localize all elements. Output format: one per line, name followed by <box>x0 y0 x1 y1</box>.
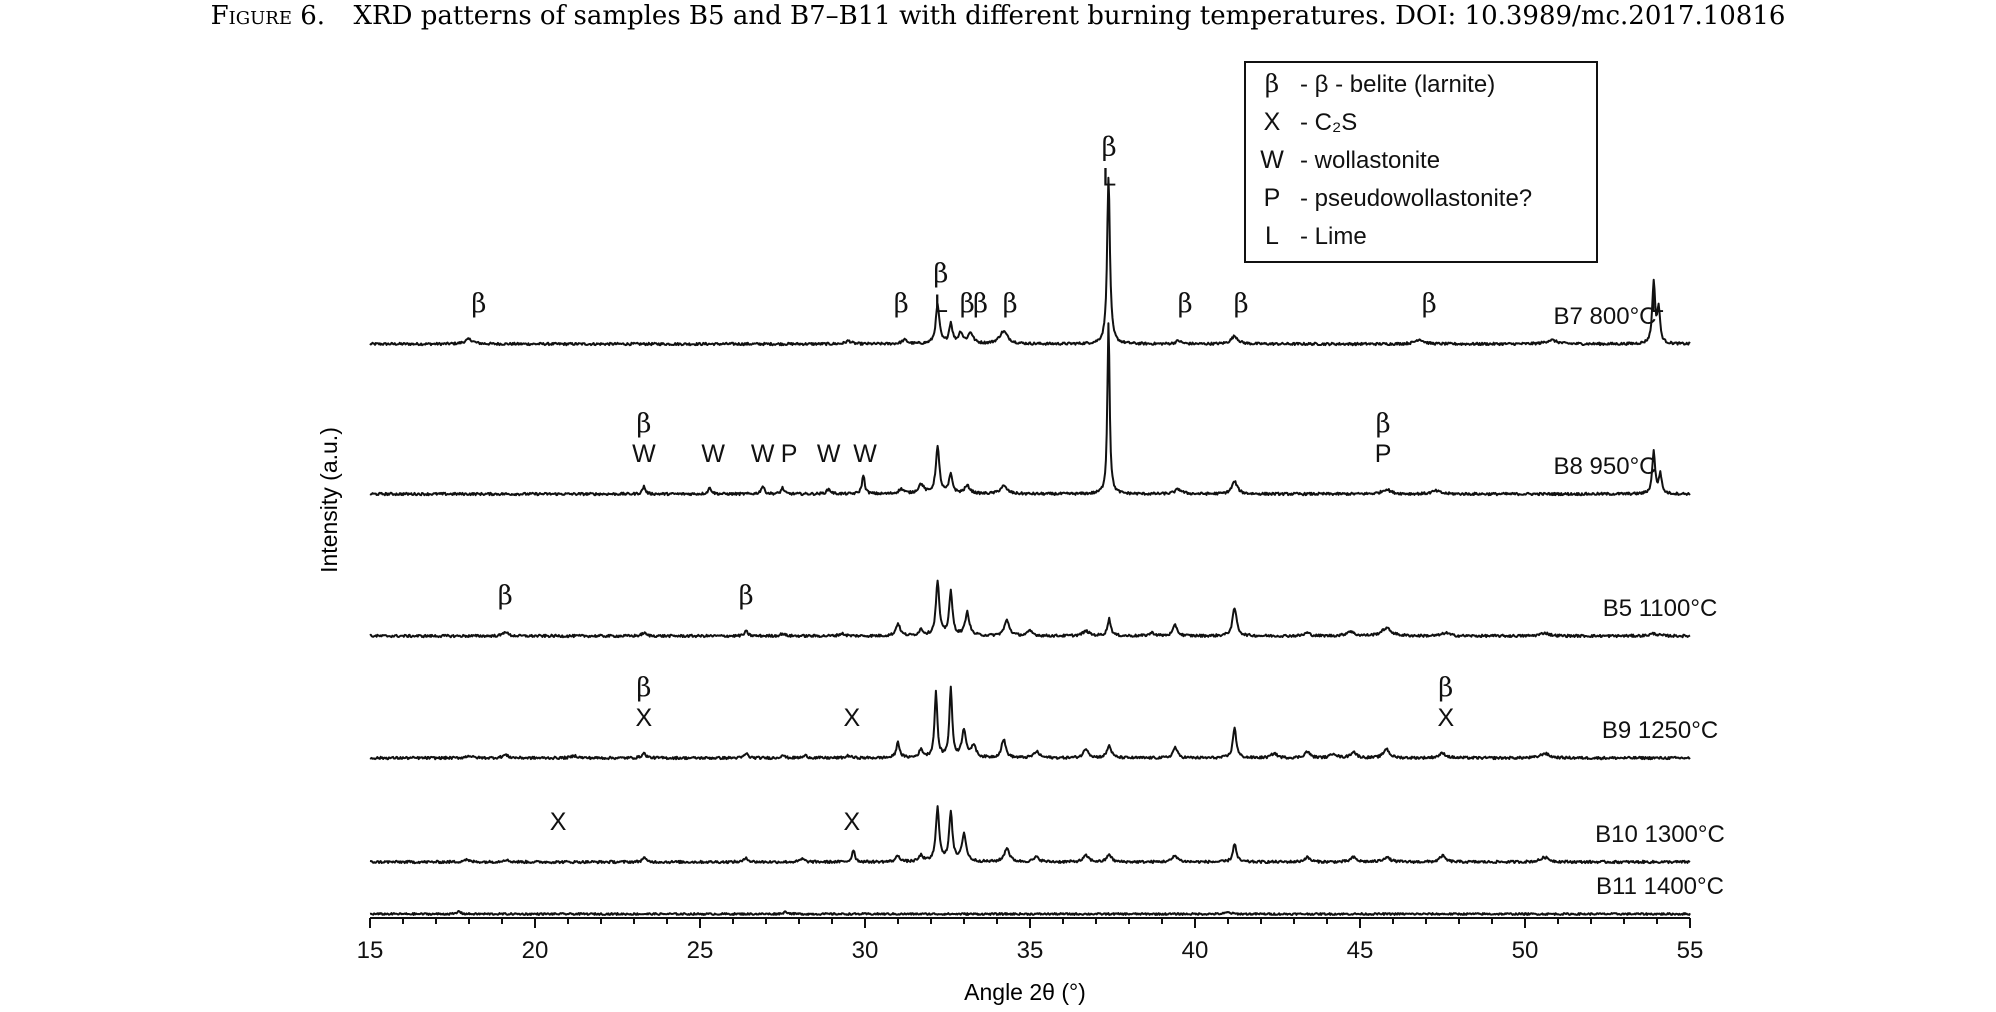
peak-label: β <box>894 289 909 319</box>
x-tick-label: 25 <box>687 937 714 964</box>
y-axis-label: Intensity (a.u.) <box>316 427 342 573</box>
x-tick-label: 40 <box>1182 937 1209 964</box>
series-name-label: B9 1250°C <box>1602 717 1718 744</box>
peak-label: W <box>817 440 841 468</box>
caption-label: Figure 6. <box>211 1 325 31</box>
series-line-6 <box>369 910 1691 916</box>
series-name-label: B11 1400°C <box>1596 873 1724 900</box>
x-tick-label: 30 <box>852 937 879 964</box>
series-name-label: B10 1300°C <box>1595 821 1725 848</box>
peak-label: β <box>933 259 948 289</box>
peak-label: β <box>973 289 988 319</box>
peak-label: β <box>1422 289 1437 319</box>
x-axis-label: Angle 2θ (°) <box>964 979 1086 1005</box>
peak-label: L <box>1650 290 1664 318</box>
peak-label: β <box>1178 289 1193 319</box>
x-tick-label: 50 <box>1512 937 1539 964</box>
legend-entry-text: - β - belite (larnite) <box>1300 71 1495 98</box>
x-tick-label: 55 <box>1677 937 1704 964</box>
series-line-5 <box>369 805 1691 865</box>
peak-label: β <box>1234 289 1249 319</box>
series-name-label: B5 1100°C <box>1603 595 1718 622</box>
peak-label: β <box>1438 673 1453 703</box>
series-name-label: B8 950°C <box>1554 453 1657 480</box>
peak-label: β <box>1102 133 1117 163</box>
legend-symbol: L <box>1265 222 1279 250</box>
legend-entry-text: - Lime <box>1300 223 1367 250</box>
peak-label: X <box>636 704 653 732</box>
peak-label: β <box>1003 289 1018 319</box>
series-line-2 <box>369 322 1691 497</box>
series-line-3 <box>369 579 1691 639</box>
peak-label: P <box>781 440 798 468</box>
peak-label: P <box>1375 440 1392 468</box>
peak-label: X <box>1437 704 1454 732</box>
peak-label: β <box>1376 409 1391 439</box>
peak-label: L <box>1102 164 1116 192</box>
peak-label: W <box>632 440 656 468</box>
peak-label: L <box>934 290 948 318</box>
legend-symbol: β <box>1265 69 1279 98</box>
peak-label: β <box>498 581 513 611</box>
legend-symbol: W <box>1260 146 1284 174</box>
series-line-4 <box>369 685 1691 761</box>
peak-label: β <box>739 581 754 611</box>
legend: β - β - belite (larnite) X - C₂S W - wollasto… <box>1244 61 1598 263</box>
peak-label: W <box>751 440 775 468</box>
legend-symbol: P <box>1264 184 1281 212</box>
peak-label: β <box>960 289 975 319</box>
peak-label: W <box>701 440 725 468</box>
legend-entry-text: - pseudowollastonite? <box>1300 185 1532 212</box>
x-tick-label: 15 <box>357 937 384 964</box>
figure-caption: Figure 6. XRD patterns of samples B5 and… <box>211 1 1786 31</box>
series-line-1 <box>369 176 1691 347</box>
peak-label: X <box>843 704 860 732</box>
peak-label: W <box>853 440 877 468</box>
peak-label: X <box>550 808 567 836</box>
legend-entry-text: - C₂S <box>1300 109 1357 136</box>
legend-box <box>1244 61 1598 263</box>
caption-text: XRD patterns of samples B5 and B7–B11 wi… <box>354 1 1786 31</box>
peak-label: β <box>471 289 486 319</box>
x-tick-label: 35 <box>1017 937 1044 964</box>
x-tick-label: 20 <box>522 937 549 964</box>
peak-label: β <box>636 409 651 439</box>
peak-label: X <box>843 808 860 836</box>
series-name-label: B7 800°C <box>1554 303 1657 330</box>
x-tick-label: 45 <box>1347 937 1374 964</box>
legend-symbol: X <box>1264 108 1281 136</box>
peak-label: β <box>636 673 651 703</box>
legend-entry-text: - wollastonite <box>1300 147 1440 174</box>
